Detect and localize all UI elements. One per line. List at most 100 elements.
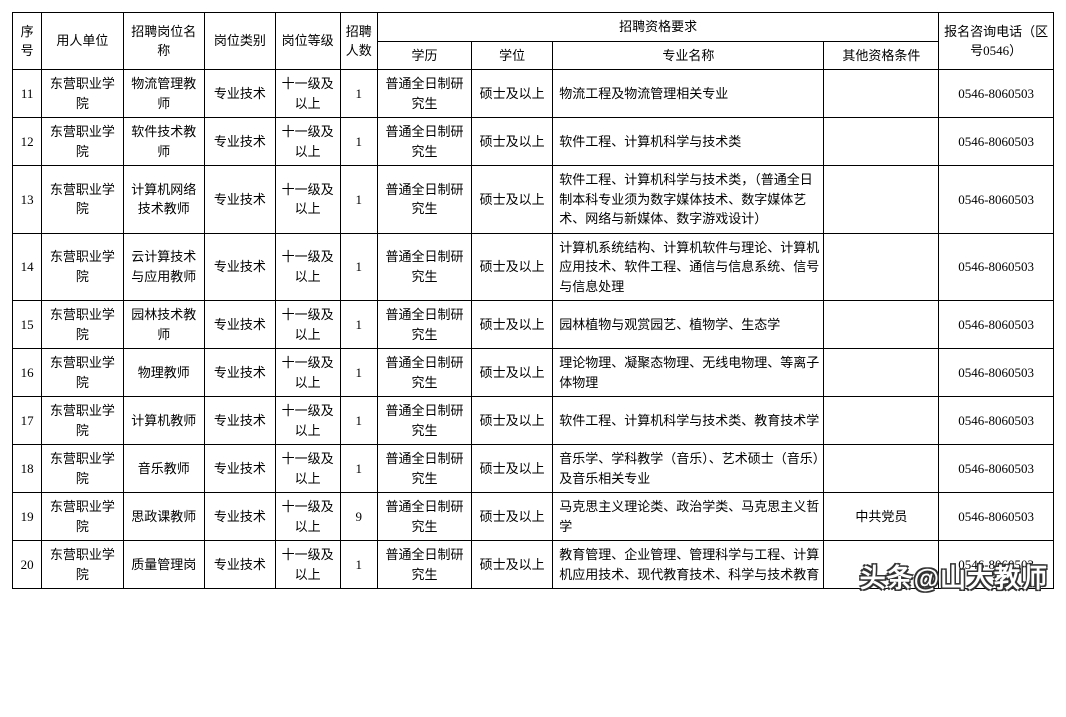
cell-major: 音乐学、学科教学（音乐）、艺术硕士（音乐）及音乐相关专业 [553,445,824,493]
cell-post: 物流管理教师 [123,70,204,118]
cell-edu: 普通全日制研究生 [378,70,472,118]
header-other: 其他资格条件 [824,41,939,70]
table-row: 15东营职业学院园林技术教师专业技术十一级及以上1普通全日制研究生硕士及以上园林… [13,301,1054,349]
cell-major: 教育管理、企业管理、管理科学与工程、计算机应用技术、现代教育技术、科学与技术教育 [553,541,824,589]
cell-unit: 东营职业学院 [42,118,123,166]
cell-unit: 东营职业学院 [42,445,123,493]
cell-seq: 16 [13,349,42,397]
header-edu: 学历 [378,41,472,70]
cell-seq: 19 [13,493,42,541]
cell-edu: 普通全日制研究生 [378,493,472,541]
cell-phone: 0546-8060503 [939,118,1054,166]
cell-deg: 硕士及以上 [471,70,552,118]
cell-phone: 0546-8060503 [939,166,1054,234]
cell-lvl: 十一级及以上 [275,349,340,397]
cell-edu: 普通全日制研究生 [378,166,472,234]
cell-phone: 0546-8060503 [939,301,1054,349]
cell-cat: 专业技术 [204,166,275,234]
cell-deg: 硕士及以上 [471,445,552,493]
table-row: 17东营职业学院计算机教师专业技术十一级及以上1普通全日制研究生硕士及以上软件工… [13,397,1054,445]
cell-other [824,349,939,397]
cell-other [824,233,939,301]
cell-post: 云计算技术与应用教师 [123,233,204,301]
cell-num: 9 [340,493,378,541]
cell-deg: 硕士及以上 [471,301,552,349]
cell-unit: 东营职业学院 [42,166,123,234]
cell-major: 软件工程、计算机科学与技术类 [553,118,824,166]
cell-phone: 0546-8060503 [939,349,1054,397]
header-seq: 序号 [13,13,42,70]
cell-post: 软件技术教师 [123,118,204,166]
cell-seq: 20 [13,541,42,589]
cell-major: 物流工程及物流管理相关专业 [553,70,824,118]
cell-other [824,166,939,234]
cell-post: 计算机网络技术教师 [123,166,204,234]
cell-other [824,541,939,589]
cell-seq: 15 [13,301,42,349]
table-row: 19东营职业学院思政课教师专业技术十一级及以上9普通全日制研究生硕士及以上马克思… [13,493,1054,541]
cell-lvl: 十一级及以上 [275,233,340,301]
cell-post: 音乐教师 [123,445,204,493]
table-row: 20东营职业学院质量管理岗专业技术十一级及以上1普通全日制研究生硕士及以上教育管… [13,541,1054,589]
cell-edu: 普通全日制研究生 [378,445,472,493]
cell-deg: 硕士及以上 [471,349,552,397]
cell-seq: 11 [13,70,42,118]
cell-lvl: 十一级及以上 [275,493,340,541]
header-deg: 学位 [471,41,552,70]
header-phone: 报名咨询电话（区号0546） [939,13,1054,70]
cell-num: 1 [340,445,378,493]
table-row: 18东营职业学院音乐教师专业技术十一级及以上1普通全日制研究生硕士及以上音乐学、… [13,445,1054,493]
cell-num: 1 [340,233,378,301]
cell-phone: 0546-8060503 [939,397,1054,445]
cell-num: 1 [340,166,378,234]
header-post: 招聘岗位名称 [123,13,204,70]
cell-seq: 14 [13,233,42,301]
cell-other [824,118,939,166]
cell-unit: 东营职业学院 [42,397,123,445]
cell-post: 思政课教师 [123,493,204,541]
header-major: 专业名称 [553,41,824,70]
cell-seq: 17 [13,397,42,445]
cell-cat: 专业技术 [204,233,275,301]
cell-major: 园林植物与观赏园艺、植物学、生态学 [553,301,824,349]
cell-major: 马克思主义理论类、政治学类、马克思主义哲学 [553,493,824,541]
cell-lvl: 十一级及以上 [275,445,340,493]
cell-unit: 东营职业学院 [42,493,123,541]
cell-unit: 东营职业学院 [42,70,123,118]
cell-edu: 普通全日制研究生 [378,541,472,589]
header-req-group: 招聘资格要求 [378,13,939,42]
cell-post: 物理教师 [123,349,204,397]
cell-cat: 专业技术 [204,541,275,589]
header-cat: 岗位类别 [204,13,275,70]
cell-unit: 东营职业学院 [42,301,123,349]
header-unit: 用人单位 [42,13,123,70]
cell-edu: 普通全日制研究生 [378,301,472,349]
cell-edu: 普通全日制研究生 [378,397,472,445]
cell-deg: 硕士及以上 [471,118,552,166]
cell-deg: 硕士及以上 [471,166,552,234]
cell-edu: 普通全日制研究生 [378,349,472,397]
cell-cat: 专业技术 [204,445,275,493]
cell-phone: 0546-8060503 [939,493,1054,541]
cell-phone: 0546-8060503 [939,445,1054,493]
cell-seq: 12 [13,118,42,166]
header-lvl: 岗位等级 [275,13,340,70]
cell-major: 软件工程、计算机科学与技术类、教育技术学 [553,397,824,445]
cell-major: 软件工程、计算机科学与技术类，（普通全日制本科专业须为数字媒体技术、数字媒体艺术… [553,166,824,234]
cell-num: 1 [340,397,378,445]
table-body: 11东营职业学院物流管理教师专业技术十一级及以上1普通全日制研究生硕士及以上物流… [13,70,1054,589]
cell-lvl: 十一级及以上 [275,301,340,349]
cell-seq: 13 [13,166,42,234]
table-row: 14东营职业学院云计算技术与应用教师专业技术十一级及以上1普通全日制研究生硕士及… [13,233,1054,301]
cell-other [824,397,939,445]
table-row: 12东营职业学院软件技术教师专业技术十一级及以上1普通全日制研究生硕士及以上软件… [13,118,1054,166]
cell-edu: 普通全日制研究生 [378,233,472,301]
table-header: 序号 用人单位 招聘岗位名称 岗位类别 岗位等级 招聘人数 招聘资格要求 报名咨… [13,13,1054,70]
cell-num: 1 [340,70,378,118]
cell-unit: 东营职业学院 [42,349,123,397]
cell-deg: 硕士及以上 [471,397,552,445]
cell-cat: 专业技术 [204,397,275,445]
cell-num: 1 [340,541,378,589]
cell-other [824,70,939,118]
table-row: 11东营职业学院物流管理教师专业技术十一级及以上1普通全日制研究生硕士及以上物流… [13,70,1054,118]
